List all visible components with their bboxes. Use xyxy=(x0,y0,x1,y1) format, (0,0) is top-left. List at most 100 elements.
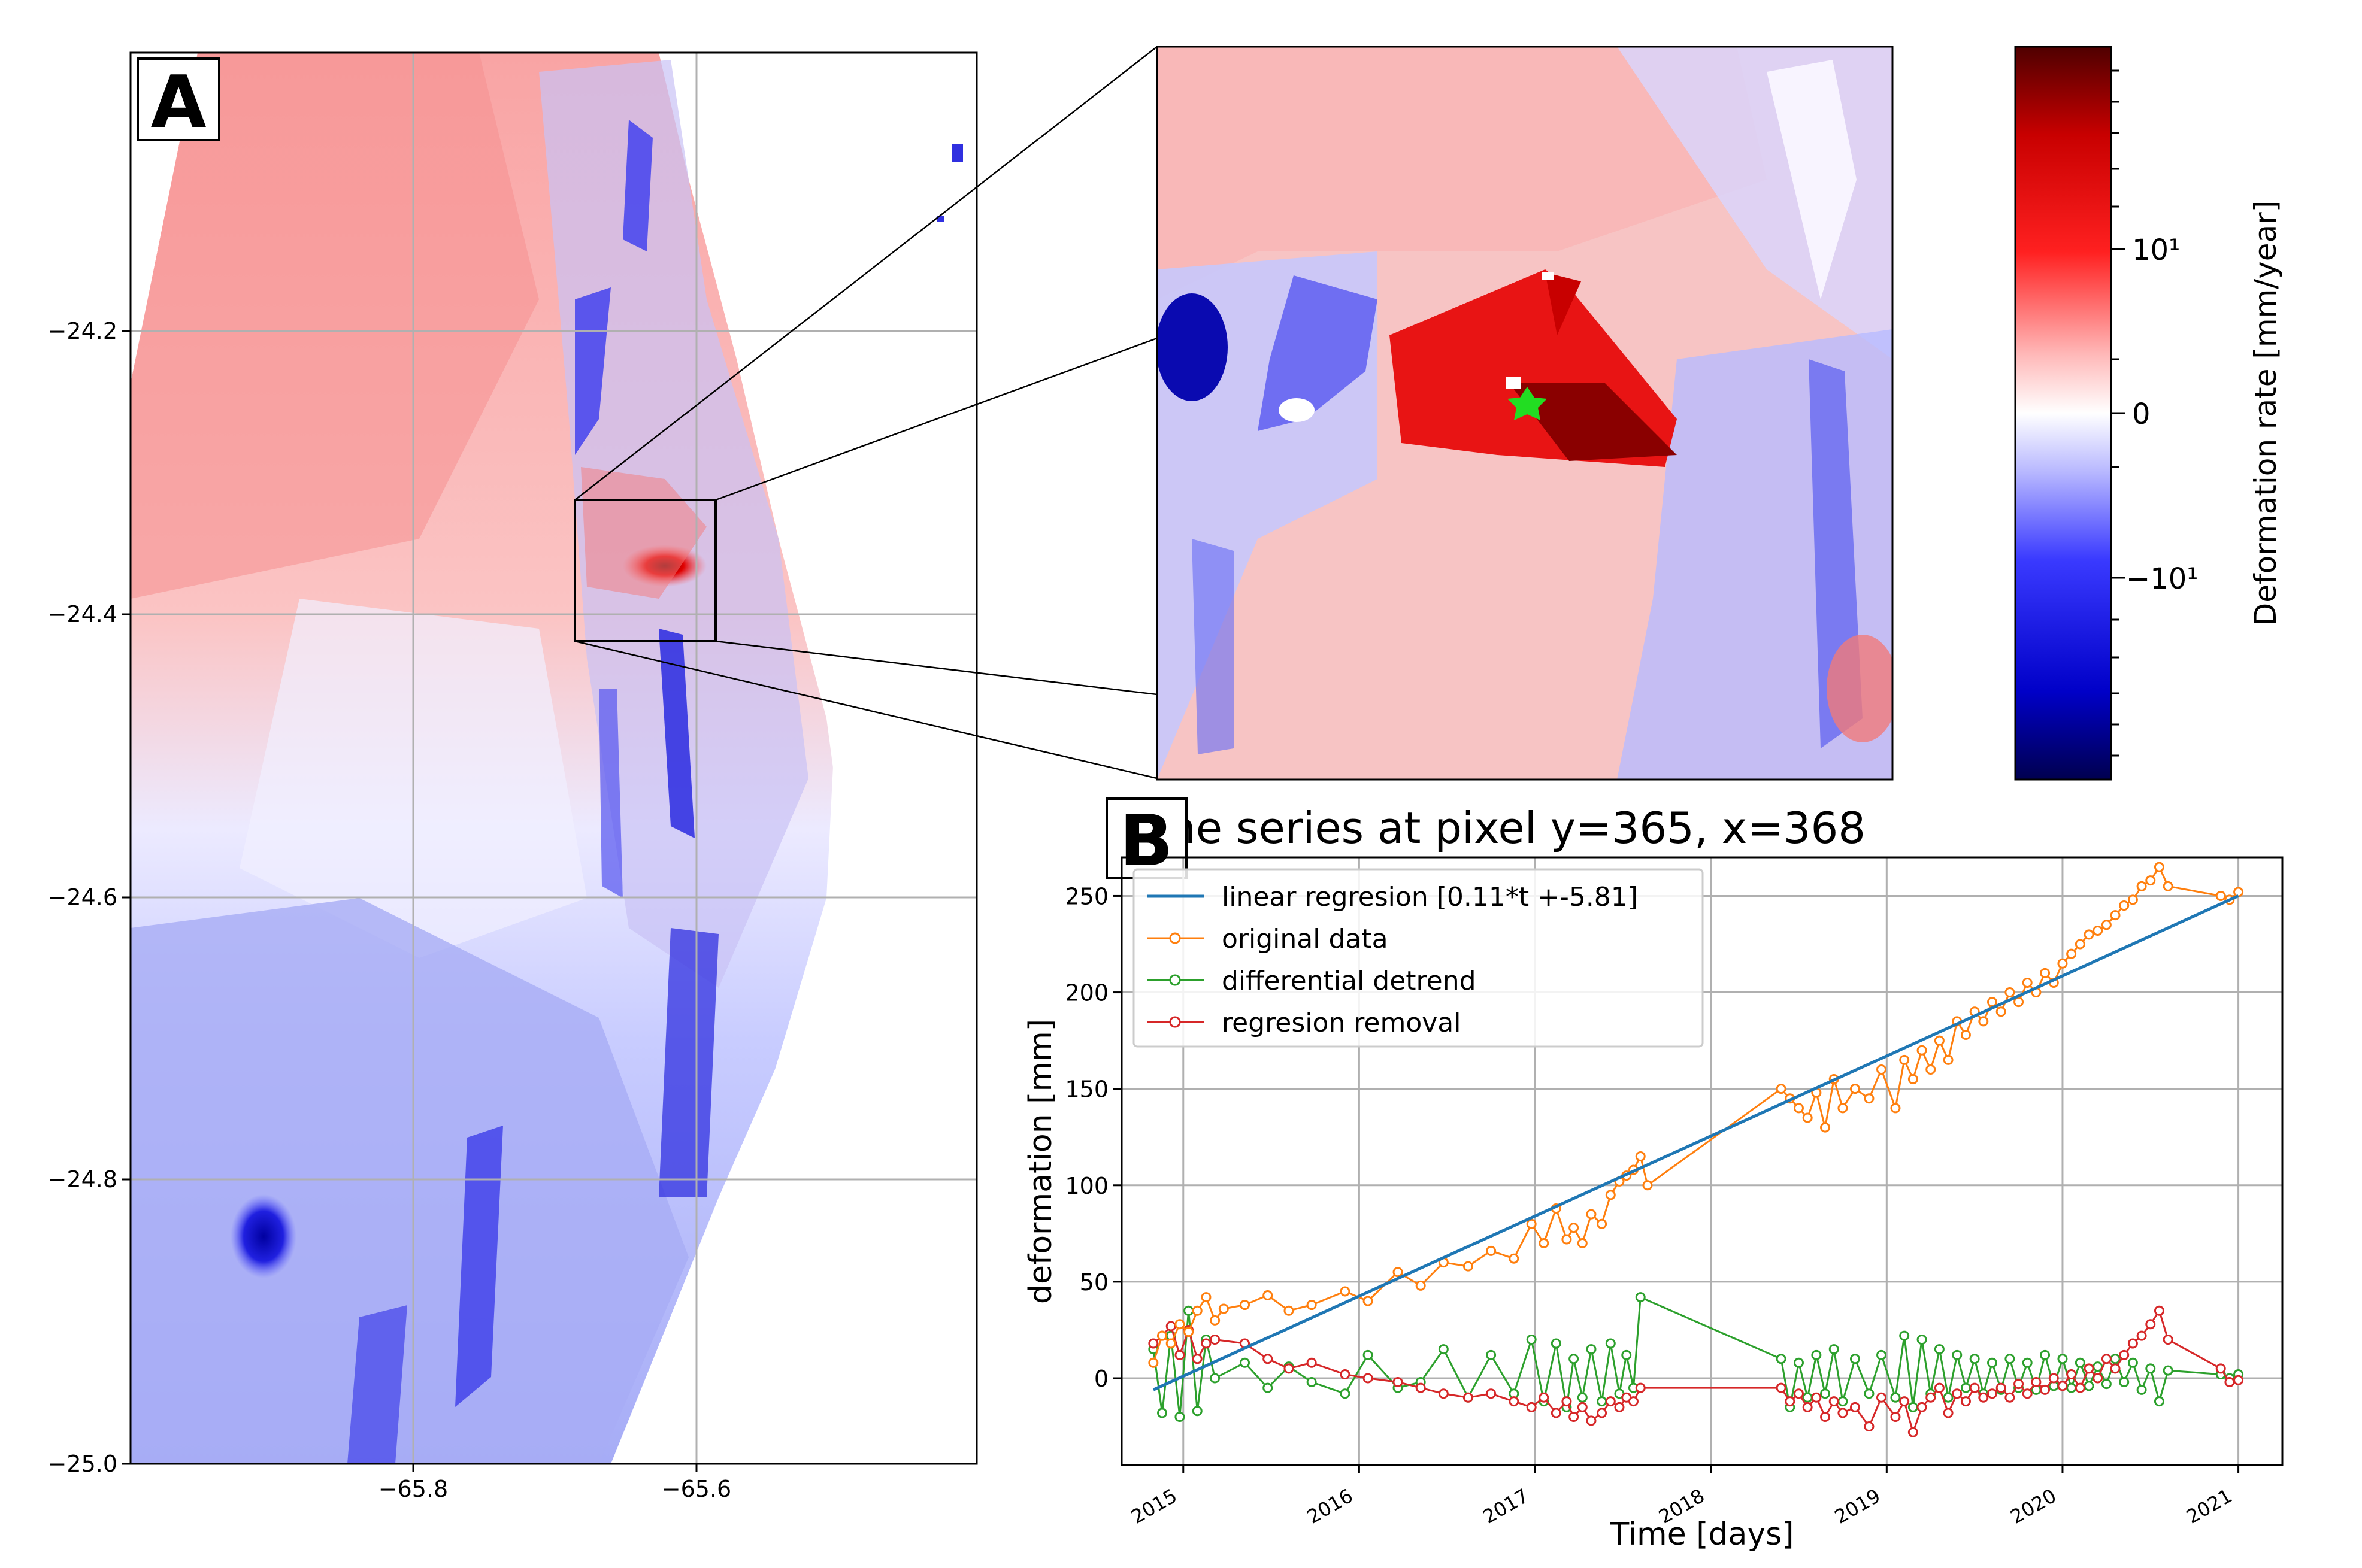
data-point xyxy=(1438,1388,1449,1399)
chart-legend: linear regresion [0.11*t +-5.81] original… xyxy=(1132,868,1704,1048)
data-point xyxy=(2101,920,2112,930)
data-point xyxy=(1621,1349,1632,1360)
chart-x-tick-label: 2015 xyxy=(1127,1484,1181,1528)
data-point xyxy=(1362,1373,1373,1384)
legend-label: differential detrend xyxy=(1222,966,1476,996)
data-point xyxy=(2154,862,2164,872)
data-point xyxy=(2224,1376,2235,1387)
data-point xyxy=(1165,1321,1176,1332)
data-point xyxy=(2084,929,2094,940)
data-point xyxy=(1907,1427,1918,1437)
chart-ylabel: deformation [mm] xyxy=(1023,1019,1059,1304)
data-point xyxy=(1568,1411,1579,1422)
data-point xyxy=(2075,1382,2085,1393)
map-y-tick: −25.0 xyxy=(48,1451,117,1477)
data-point xyxy=(1820,1388,1831,1399)
data-point xyxy=(1849,1084,1860,1094)
data-point xyxy=(1551,1338,1561,1349)
data-point xyxy=(1934,1035,1945,1046)
data-point xyxy=(1486,1245,1497,1256)
data-point xyxy=(1192,1305,1203,1316)
data-point xyxy=(1605,1190,1616,1200)
data-point xyxy=(1916,1402,1927,1412)
chart-y-tick-label: 250 xyxy=(1065,883,1109,909)
zoom-connectors xyxy=(574,46,1158,780)
data-point xyxy=(1577,1402,1588,1412)
map-frame xyxy=(129,51,978,1465)
data-point xyxy=(1165,1338,1176,1349)
colorbar: 10¹ 0 −10¹ Deformation rate [mm/year] xyxy=(2014,46,2283,781)
panel-a-label: A xyxy=(151,61,207,144)
data-point xyxy=(1925,1064,1936,1075)
data-point xyxy=(1943,1392,1954,1403)
data-point xyxy=(1899,1330,1910,1341)
data-point xyxy=(2119,1349,2130,1360)
colorbar-tick-label: 10¹ xyxy=(2132,233,2180,267)
chart-y-tick-label: 0 xyxy=(1094,1366,1109,1392)
data-point xyxy=(1642,1180,1653,1191)
data-point xyxy=(2066,948,2077,959)
data-point xyxy=(2136,1330,2147,1341)
data-point xyxy=(1978,1016,1989,1027)
data-point xyxy=(2127,1338,2138,1349)
data-point xyxy=(1415,1280,1426,1291)
data-point xyxy=(1568,1354,1579,1364)
data-point xyxy=(2057,958,2068,969)
data-point xyxy=(1876,1349,1887,1360)
data-point xyxy=(2101,1379,2112,1390)
data-point xyxy=(1849,1354,1860,1364)
data-point xyxy=(1415,1382,1426,1393)
data-point xyxy=(2119,900,2130,911)
data-point xyxy=(1183,1305,1194,1316)
data-point xyxy=(1952,1349,1963,1360)
legend-label: regresion removal xyxy=(1222,1008,1461,1038)
chart-x-tick-label: 2021 xyxy=(2182,1484,2236,1528)
data-point xyxy=(2233,1375,2244,1385)
data-point xyxy=(1240,1300,1250,1311)
legend-marker xyxy=(1169,1016,1181,1028)
data-point xyxy=(1628,1396,1639,1407)
data-point xyxy=(1811,1349,1822,1360)
data-point xyxy=(1183,1327,1194,1337)
panel-a-label-box xyxy=(137,57,220,141)
data-point xyxy=(2233,887,2244,897)
data-point xyxy=(1283,1305,1294,1316)
data-point xyxy=(1262,1290,1273,1300)
data-point xyxy=(1899,1054,1910,1065)
data-point xyxy=(2066,1382,2077,1393)
data-point xyxy=(2127,1357,2138,1368)
data-point xyxy=(1864,1421,1875,1432)
data-point xyxy=(1890,1103,1901,1114)
data-point xyxy=(1174,1319,1185,1330)
map-x-tick: −65.8 xyxy=(378,1476,448,1502)
data-point xyxy=(1486,1388,1497,1399)
data-point xyxy=(1586,1209,1597,1220)
data-point xyxy=(2057,1354,2068,1364)
data-point xyxy=(2022,1388,2033,1399)
data-point xyxy=(2110,1363,2121,1374)
chart-y-tick-label: 150 xyxy=(1065,1076,1109,1103)
data-point xyxy=(1597,1408,1607,1418)
data-point xyxy=(2136,1384,2147,1395)
data-point xyxy=(1586,1344,1597,1355)
data-point xyxy=(1362,1349,1373,1360)
data-point xyxy=(1174,1349,1185,1360)
data-point xyxy=(1635,1151,1646,1161)
data-point xyxy=(1526,1335,1537,1345)
data-point xyxy=(1916,1335,1927,1345)
colorbar-gradient xyxy=(2014,46,2112,781)
data-point xyxy=(1864,1093,1875,1104)
data-point xyxy=(1864,1388,1875,1399)
data-point xyxy=(2163,1365,2173,1376)
data-point xyxy=(1462,1392,1473,1403)
data-point xyxy=(1794,1357,1804,1368)
data-point xyxy=(2163,1335,2173,1345)
legend-marker xyxy=(1169,932,1181,944)
data-point xyxy=(1614,1402,1625,1412)
data-point xyxy=(1802,1112,1813,1123)
series-line-3 xyxy=(1152,1308,2239,1436)
data-point xyxy=(1837,1408,1848,1418)
data-point xyxy=(1978,1392,1989,1403)
map-raster xyxy=(131,53,977,1464)
data-point xyxy=(1340,1388,1350,1399)
